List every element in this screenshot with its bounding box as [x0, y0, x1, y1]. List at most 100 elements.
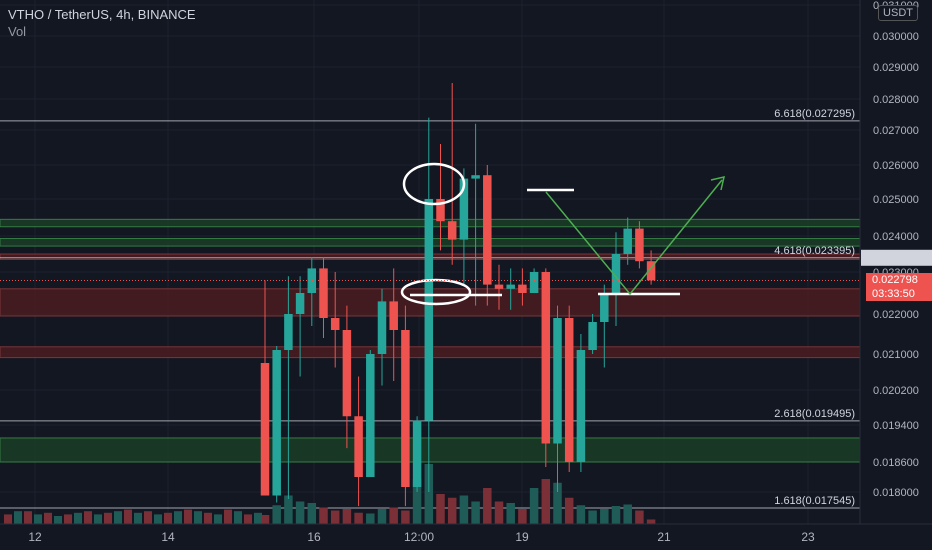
time-axis-labels: 12 14 16 12:00 19 21 23 — [28, 530, 815, 544]
user-drawings[interactable] — [0, 162, 860, 306]
volume-bar — [4, 514, 12, 524]
price-tick-label: 0.018000 — [873, 487, 919, 499]
price-tick-label: 0.021000 — [873, 349, 919, 361]
time-axis[interactable] — [0, 524, 932, 550]
price-tick-label: 0.027000 — [873, 125, 919, 137]
volume-bar — [64, 514, 72, 524]
volume-bar — [74, 512, 82, 524]
currency-badge[interactable]: USDT — [878, 5, 918, 21]
ellipse-drawing — [402, 162, 466, 206]
volume-bar — [114, 511, 122, 524]
price-tick-label: 0.020200 — [873, 385, 919, 397]
candle-body — [366, 354, 375, 477]
time-tick-label: 12:00 — [404, 530, 434, 544]
symbol-title[interactable]: VTHO / TetherUS, 4h, BINANCE — [8, 7, 196, 22]
volume-bar — [541, 479, 551, 524]
volume-bar — [646, 519, 656, 524]
price-tick-label: 0.019400 — [873, 420, 919, 432]
candle-body — [342, 330, 352, 417]
volume-bar — [194, 511, 202, 524]
price-tick-label: 0.029000 — [873, 62, 919, 74]
candle-body — [506, 284, 515, 289]
volume-bar — [124, 509, 132, 524]
volume-bar — [506, 503, 515, 524]
volume-bar — [576, 505, 586, 524]
volume-bar — [184, 509, 192, 524]
volume-bar — [284, 495, 293, 524]
time-tick-label: 21 — [657, 530, 671, 544]
volume-bar — [214, 514, 222, 524]
candle-body — [319, 268, 328, 318]
volume-bar — [272, 505, 281, 524]
price-tick-label: 0.025000 — [873, 194, 919, 206]
volume-bar — [611, 506, 621, 524]
candle-body — [284, 314, 293, 350]
candle-body — [588, 322, 597, 350]
volume-bar — [401, 510, 410, 524]
candle-body — [424, 199, 434, 421]
time-tick-label: 19 — [515, 530, 529, 544]
candle-body — [553, 318, 562, 444]
volume-bar — [254, 512, 262, 524]
volume-bar — [553, 482, 562, 524]
bar-countdown: 03:33:50 — [872, 288, 915, 300]
candle-body — [600, 293, 609, 322]
candle-body — [518, 284, 527, 293]
price-tick-label: 0.026000 — [873, 160, 919, 172]
volume-bar — [623, 504, 632, 524]
candle-body — [260, 363, 270, 496]
candle-body — [494, 284, 504, 289]
volume-bar — [330, 510, 340, 524]
candle-body — [564, 318, 574, 462]
volume-bar — [104, 512, 112, 524]
volume-bar — [518, 509, 527, 524]
projection-arrow — [545, 179, 723, 296]
time-tick-label: 23 — [801, 530, 815, 544]
volume-bar — [483, 488, 492, 524]
candle-body — [377, 301, 387, 354]
volume-bar — [224, 509, 232, 524]
volume-bar — [600, 509, 609, 524]
candle-body — [295, 293, 305, 314]
volume-bar — [14, 511, 22, 524]
volume-bar — [412, 479, 422, 524]
candle-body — [471, 175, 480, 179]
price-tick-label: 0.024000 — [873, 231, 919, 243]
time-tick-label: 14 — [161, 530, 175, 544]
fib-extension-lines: 6.618(0.027295) 4.618(0.023395) 2.618(0.01… — [0, 108, 860, 509]
time-tick-label: 12 — [28, 530, 42, 544]
volume-bar — [588, 510, 597, 524]
candle-body — [529, 272, 539, 293]
volume-bar — [459, 495, 469, 524]
candle-body — [623, 228, 632, 254]
candle-body — [635, 228, 644, 262]
volume-bar — [34, 514, 42, 524]
zone-green — [0, 437, 861, 463]
arrow-head-icon — [710, 175, 726, 191]
candle-body — [646, 261, 656, 281]
volume-bars — [4, 464, 656, 524]
candles — [260, 83, 656, 507]
volume-bar — [234, 511, 242, 524]
volume-bar — [377, 509, 387, 524]
volume-bar — [342, 509, 352, 524]
volume-bar — [244, 514, 252, 524]
time-tick-label: 16 — [307, 530, 321, 544]
volume-bar — [24, 511, 32, 524]
fib-axis-tag — [861, 249, 932, 266]
candle-body — [611, 254, 621, 293]
last-price-tag: 0.022798 03:33:50 — [866, 273, 932, 301]
volume-bar — [54, 516, 62, 524]
price-tick-label: 0.028000 — [873, 94, 919, 106]
volume-bar — [494, 501, 504, 524]
volume-indicator-label[interactable]: Vol — [8, 24, 27, 39]
volume-bar — [144, 511, 152, 524]
volume-bar — [436, 494, 445, 524]
price-tick-label: 0.018600 — [873, 457, 919, 469]
last-price-value: 0.022798 — [872, 274, 918, 286]
price-tick-label: 0.030000 — [873, 31, 919, 43]
volume-bar — [94, 514, 102, 524]
candle-body — [436, 199, 445, 222]
candle-body — [272, 350, 281, 496]
